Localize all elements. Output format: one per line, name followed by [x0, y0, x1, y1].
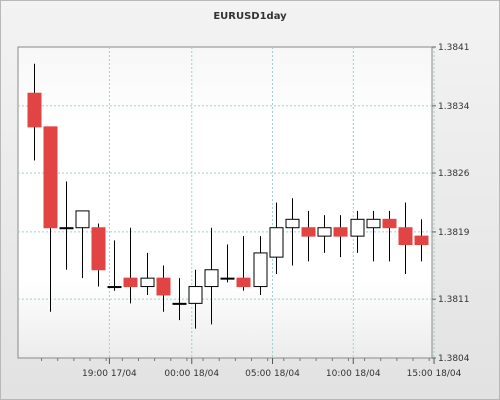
candle: [140, 252, 155, 295]
candle-body: [27, 92, 42, 128]
candle: [107, 240, 122, 291]
candle: [91, 223, 106, 287]
candle: [188, 269, 203, 329]
candle-body: [59, 227, 74, 230]
candle: [317, 215, 332, 253]
candle-body: [172, 302, 187, 305]
candle: [220, 244, 235, 283]
candle: [398, 202, 413, 274]
candle: [27, 63, 42, 161]
candle-body: [269, 227, 284, 258]
candle-body: [91, 227, 106, 271]
x-tick-label: 19:00 17/04: [82, 369, 137, 379]
candle: [204, 227, 219, 325]
x-tick-label: 05:00 18/04: [245, 369, 300, 379]
candle-body: [188, 286, 203, 304]
candle-body: [156, 277, 171, 296]
candle: [75, 210, 90, 279]
candle-body: [285, 218, 300, 229]
y-tick-label: 1.3826: [438, 169, 470, 179]
candle-body: [317, 227, 332, 237]
y-tick-label: 1.3841: [438, 43, 470, 53]
candle: [236, 236, 251, 291]
candle-body: [123, 277, 138, 288]
candle-body: [140, 277, 155, 288]
x-tick-label: 15:00 18/04: [407, 369, 462, 379]
candle-body: [236, 277, 251, 288]
candle: [156, 265, 171, 312]
candle: [172, 278, 187, 321]
candle: [350, 210, 365, 253]
candle-body: [220, 277, 235, 280]
candle: [382, 210, 397, 262]
x-tick-label: 10:00 18/04: [326, 369, 381, 379]
candle-body: [382, 218, 397, 229]
candle-body: [253, 252, 268, 288]
candle: [285, 198, 300, 266]
plot-area: [17, 46, 433, 359]
candle: [269, 202, 284, 274]
candle: [301, 210, 316, 262]
candle-body: [398, 227, 413, 246]
candle: [43, 126, 58, 312]
y-tick-label: 1.3834: [438, 102, 470, 112]
candle: [366, 210, 381, 262]
candle: [253, 236, 268, 295]
candle-body: [75, 210, 90, 229]
chart-title: EURUSD1day: [213, 11, 287, 22]
candle-body: [333, 227, 348, 237]
candles: [27, 63, 429, 329]
candle-body: [204, 269, 219, 288]
x-axis: 19:00 17/04 00:00 18/04 05:00 18/04 10:00 1…: [41, 358, 462, 379]
candle-body: [350, 218, 365, 237]
y-axis: 1.3841 1.3834 1.3826 1.3819 1.3811 1.3804: [432, 43, 470, 364]
y-tick-label: 1.3819: [438, 228, 470, 238]
candle-body: [107, 286, 122, 289]
candle-body: [414, 235, 429, 246]
candle-body: [43, 126, 58, 229]
y-tick-label: 1.3804: [438, 354, 470, 364]
candle-body: [366, 218, 381, 229]
x-tick-label: 00:00 18/04: [164, 369, 219, 379]
candle: [414, 219, 429, 262]
candle-body: [301, 227, 316, 237]
candle: [123, 227, 138, 304]
candle: [333, 215, 348, 258]
y-tick-label: 1.3811: [438, 295, 470, 305]
candle: [59, 181, 74, 270]
